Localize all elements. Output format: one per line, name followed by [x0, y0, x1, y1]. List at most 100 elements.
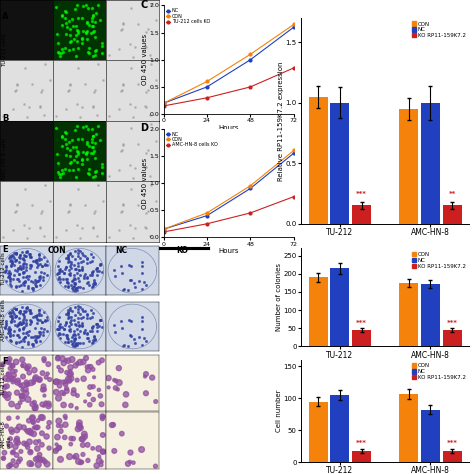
Point	[250, 201, 257, 209]
Point	[389, 233, 396, 240]
Point	[388, 154, 395, 161]
Point	[455, 123, 463, 130]
Bar	[352, 451, 371, 462]
Point	[125, 55, 133, 63]
Point	[343, 29, 350, 36]
Point	[416, 26, 423, 33]
Point	[257, 14, 265, 22]
X-axis label: Hours: Hours	[219, 125, 239, 131]
Line: AMC-HN-8 cells KO: AMC-HN-8 cells KO	[162, 195, 295, 233]
Point	[258, 84, 266, 91]
Point	[207, 62, 214, 70]
Point	[272, 118, 279, 125]
Point	[430, 89, 438, 96]
Point	[142, 359, 150, 366]
Point	[167, 173, 174, 181]
Point	[298, 47, 305, 55]
Point	[186, 36, 194, 43]
Point	[145, 120, 153, 128]
Point	[312, 36, 319, 43]
Point	[228, 7, 235, 15]
Point	[144, 347, 152, 355]
Point	[212, 175, 219, 183]
Legend: CON, NC, KO RP11-159K7.2: CON, NC, KO RP11-159K7.2	[411, 251, 466, 269]
Point	[448, 13, 456, 20]
Point	[310, 392, 318, 400]
Point	[179, 178, 186, 185]
Point	[383, 74, 390, 82]
Text: ***: ***	[356, 320, 367, 326]
Point	[460, 99, 468, 107]
Point	[317, 202, 325, 210]
Point	[102, 163, 109, 170]
Point	[339, 16, 347, 23]
Point	[116, 176, 124, 183]
Point	[216, 165, 224, 173]
Point	[425, 158, 433, 166]
Point	[186, 87, 194, 94]
CON	[247, 183, 253, 189]
Point	[212, 231, 219, 238]
Point	[366, 46, 374, 53]
Point	[200, 171, 207, 178]
Point	[413, 182, 420, 190]
Point	[434, 252, 441, 259]
Point	[433, 14, 440, 22]
Point	[236, 18, 244, 26]
Point	[389, 169, 397, 177]
Point	[210, 78, 218, 85]
Point	[193, 125, 201, 133]
Point	[443, 81, 450, 89]
Y-axis label: OD 450 values: OD 450 values	[142, 157, 148, 209]
Point	[453, 133, 461, 140]
Point	[193, 11, 201, 18]
Point	[275, 262, 283, 269]
Point	[117, 145, 124, 152]
Point	[412, 350, 419, 357]
Point	[263, 237, 271, 245]
Point	[177, 101, 184, 109]
Point	[171, 250, 179, 258]
Point	[242, 109, 249, 116]
Point	[394, 357, 401, 365]
Point	[313, 33, 321, 41]
Point	[219, 239, 227, 247]
Point	[361, 117, 368, 125]
Point	[274, 237, 282, 245]
Point	[170, 4, 178, 11]
Point	[330, 387, 337, 394]
Point	[127, 121, 134, 129]
Point	[355, 128, 362, 136]
Text: CON: CON	[47, 246, 66, 255]
Point	[276, 187, 284, 195]
Point	[392, 251, 399, 258]
Point	[218, 83, 226, 91]
Point	[357, 14, 365, 21]
Point	[271, 135, 279, 143]
Point	[451, 390, 458, 397]
Point	[231, 124, 238, 131]
Point	[201, 201, 209, 209]
Point	[342, 59, 349, 66]
Point	[118, 165, 125, 173]
Point	[267, 85, 275, 92]
Point	[246, 146, 254, 153]
Point	[235, 214, 242, 222]
Point	[203, 147, 211, 155]
Point	[385, 159, 392, 167]
Point	[109, 109, 116, 117]
Legend: CON, NC, KO RP11-159K7.2: CON, NC, KO RP11-159K7.2	[411, 21, 466, 39]
Point	[388, 42, 395, 50]
Text: KO: KO	[176, 246, 189, 255]
Point	[261, 128, 268, 136]
Y-axis label: OD 450 values: OD 450 values	[142, 34, 148, 85]
Point	[250, 41, 258, 48]
Point	[224, 237, 231, 244]
Point	[438, 109, 446, 116]
Point	[116, 120, 124, 128]
Point	[439, 299, 447, 307]
Point	[276, 220, 283, 228]
Text: ***: ***	[447, 440, 457, 447]
Point	[427, 110, 434, 118]
Point	[277, 153, 285, 160]
